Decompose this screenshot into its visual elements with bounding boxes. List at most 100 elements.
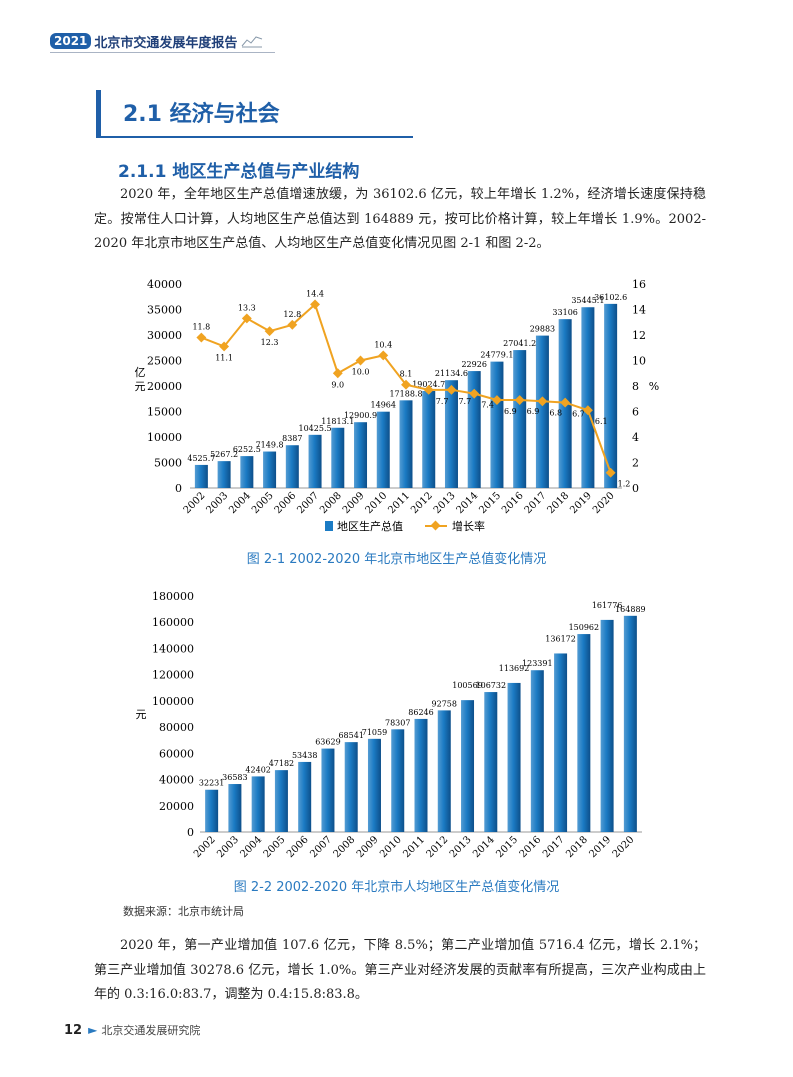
growth-rate-label: 1.2 — [618, 480, 631, 489]
y-axis-label: 亿 — [135, 366, 146, 379]
gdp-bar — [444, 380, 458, 488]
gdp-data-label: 4525.7 — [187, 454, 215, 463]
gdp-data-label: 17188.8 — [389, 389, 422, 398]
per-capita-bar — [507, 682, 521, 832]
section-title: 2.1 经济与社会 — [123, 102, 280, 127]
y2-tick-label: 14 — [632, 304, 646, 317]
per-capita-bar — [437, 710, 451, 832]
gdp-bar — [467, 371, 481, 488]
growth-rate-label: 12.3 — [261, 338, 279, 347]
y-tick-label: 120000 — [152, 669, 194, 682]
gdp-data-label: 5267.2 — [210, 450, 238, 459]
growth-rate-label: 11.1 — [215, 353, 233, 362]
per-capita-bar — [367, 738, 381, 832]
per-capita-data-label: 47182 — [269, 759, 294, 768]
gdp-data-label: 35445.1 — [571, 296, 604, 305]
per-capita-data-label: 123391 — [522, 659, 553, 668]
y-tick-label: 30000 — [147, 329, 182, 342]
growth-rate-point — [560, 397, 571, 408]
per-capita-data-label: 32231 — [199, 779, 224, 788]
y2-tick-label: 8 — [632, 380, 639, 393]
x-tick-label: 2017 — [541, 834, 567, 860]
page-number: 12 — [64, 1022, 83, 1038]
x-tick-label: 2004 — [239, 834, 265, 860]
x-tick-label: 2008 — [332, 834, 358, 860]
y-tick-label: 0 — [175, 482, 182, 495]
growth-rate-point — [423, 384, 434, 395]
x-tick-label: 2017 — [523, 490, 549, 516]
per-capita-data-label: 136172 — [545, 634, 576, 643]
y2-tick-label: 4 — [632, 431, 639, 444]
data-source-note: 数据来源：北京市统计局 — [123, 905, 244, 918]
y-tick-label: 10000 — [147, 431, 182, 444]
growth-rate-label: 6.7 — [572, 410, 585, 419]
per-capita-bar — [321, 748, 335, 832]
legend-swatch-bar — [325, 521, 333, 531]
y-tick-label: 20000 — [147, 380, 182, 393]
subsection-title: 2.1.1 地区生产总值与产业结构 — [118, 162, 360, 182]
x-tick-label: 2009 — [355, 834, 381, 860]
page-footer: 12 ► 北京交通发展研究院 — [64, 1022, 200, 1038]
per-capita-data-label: 100569 — [452, 681, 483, 690]
x-tick-label: 2002 — [182, 490, 208, 516]
per-capita-bar — [577, 634, 591, 832]
per-capita-data-label: 164889 — [615, 605, 646, 614]
y-tick-label: 20000 — [159, 800, 194, 813]
gdp-bar — [308, 434, 322, 488]
growth-rate-label: 8.1 — [400, 370, 413, 379]
legend-label-growth: 增长率 — [452, 519, 485, 533]
per-capita-data-label: 78307 — [385, 718, 410, 727]
gdp-data-label: 36102.6 — [594, 293, 627, 302]
x-tick-label: 2006 — [285, 834, 311, 860]
gdp-bar — [399, 400, 413, 488]
gdp-data-label: 8387 — [282, 434, 302, 443]
per-capita-bar — [623, 615, 637, 832]
gdp-bar — [240, 456, 254, 488]
growth-rate-label: 14.4 — [306, 289, 324, 298]
gdp-data-label: 7149.8 — [256, 441, 284, 450]
per-capita-bar — [251, 776, 265, 832]
gdp-data-label: 24779.1 — [480, 351, 513, 360]
growth-rate-label: 6.8 — [549, 408, 562, 417]
y-tick-label: 40000 — [147, 278, 182, 291]
x-tick-label: 2007 — [295, 490, 321, 516]
x-tick-label: 2013 — [432, 490, 458, 516]
growth-rate-point — [355, 355, 366, 366]
gdp-bar — [376, 411, 390, 488]
growth-rate-point — [332, 368, 343, 379]
x-tick-label: 2019 — [587, 834, 613, 860]
per-capita-data-label: 86246 — [408, 708, 433, 717]
running-header: 2021 北京市交通发展年度报告 — [50, 30, 263, 52]
arrow-right-icon: ► — [88, 1023, 98, 1037]
y-tick-label: 80000 — [159, 721, 194, 734]
growth-rate-point — [605, 467, 616, 478]
y-tick-label: 35000 — [147, 304, 182, 317]
x-tick-label: 2009 — [341, 490, 367, 516]
x-tick-label: 2011 — [401, 834, 427, 860]
legend-swatch-marker — [430, 520, 441, 531]
x-tick-label: 2015 — [477, 490, 503, 516]
x-tick-label: 2011 — [386, 490, 412, 516]
growth-rate-label: 10.0 — [352, 368, 370, 377]
per-capita-bar — [600, 619, 614, 832]
y-axis-label: 元 — [135, 380, 146, 393]
x-tick-label: 2016 — [500, 490, 526, 516]
x-tick-label: 2016 — [518, 834, 544, 860]
x-tick-label: 2020 — [611, 834, 637, 860]
y-tick-label: 60000 — [159, 747, 194, 760]
growth-rate-label: 7.7 — [436, 397, 449, 406]
y-axis-label: 元 — [136, 708, 147, 721]
per-capita-bar — [484, 692, 498, 832]
x-tick-label: 2018 — [564, 834, 590, 860]
header-rule — [50, 52, 275, 53]
per-capita-bar — [414, 718, 428, 832]
growth-rate-label: 11.8 — [192, 323, 210, 332]
x-tick-label: 2006 — [273, 490, 299, 516]
x-tick-label: 2014 — [471, 834, 497, 860]
per-capita-bar — [205, 789, 219, 832]
gdp-data-label: 14964 — [371, 401, 396, 410]
x-tick-label: 2019 — [568, 490, 594, 516]
per-capita-data-label: 92758 — [432, 699, 457, 708]
x-tick-label: 2015 — [494, 834, 520, 860]
y-tick-label: 25000 — [147, 355, 182, 368]
